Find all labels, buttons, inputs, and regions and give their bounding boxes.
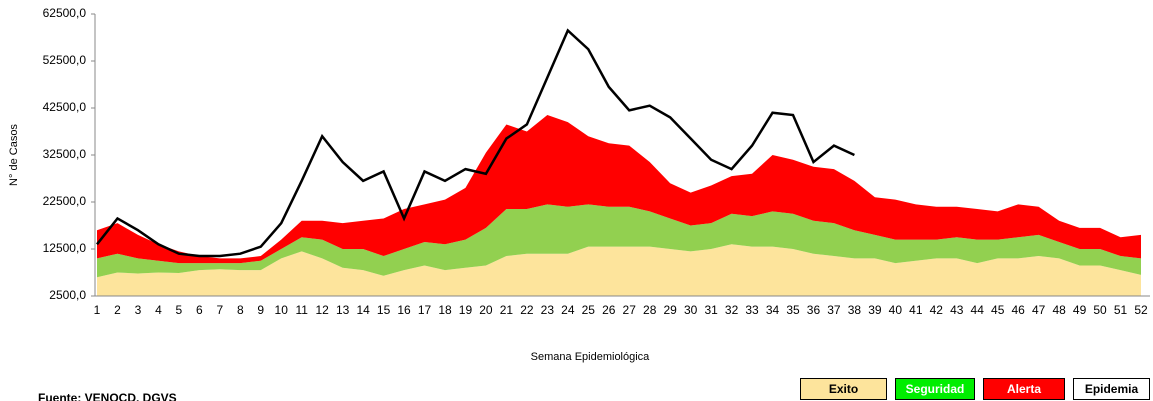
x-tick-label: 38	[848, 303, 862, 317]
x-tick-label: 49	[1073, 303, 1087, 317]
x-tick-label: 40	[889, 303, 903, 317]
y-tick-label: 2500,0	[49, 288, 86, 302]
legend-item: Seguridad	[895, 378, 975, 400]
legend-item: Alerta	[983, 378, 1065, 400]
x-tick-label: 21	[500, 303, 514, 317]
y-tick-label: 52500,0	[43, 53, 87, 67]
x-tick-label: 5	[176, 303, 183, 317]
x-tick-label: 33	[745, 303, 759, 317]
x-tick-label: 37	[827, 303, 841, 317]
x-tick-label: 24	[561, 303, 575, 317]
x-tick-label: 7	[216, 303, 223, 317]
y-tick-label: 22500,0	[43, 194, 87, 208]
x-tick-label: 17	[418, 303, 432, 317]
y-tick-label: 62500,0	[43, 6, 87, 20]
x-tick-label: 52	[1134, 303, 1148, 317]
y-tick-label: 42500,0	[43, 100, 87, 114]
x-tick-label: 28	[643, 303, 657, 317]
x-tick-label: 31	[704, 303, 718, 317]
x-tick-label: 16	[397, 303, 411, 317]
x-tick-label: 35	[786, 303, 800, 317]
x-tick-label: 48	[1052, 303, 1066, 317]
x-tick-label: 44	[971, 303, 985, 317]
x-tick-label: 6	[196, 303, 203, 317]
x-tick-label: 36	[807, 303, 821, 317]
x-tick-label: 41	[909, 303, 923, 317]
x-tick-label: 30	[684, 303, 698, 317]
x-tick-label: 3	[135, 303, 142, 317]
x-tick-label: 10	[275, 303, 289, 317]
legend-item: Exito	[800, 378, 887, 400]
x-tick-label: 51	[1114, 303, 1128, 317]
x-tick-label: 26	[602, 303, 616, 317]
area-alerta	[97, 115, 1141, 264]
x-tick-label: 27	[623, 303, 637, 317]
x-tick-label: 50	[1093, 303, 1107, 317]
x-tick-label: 46	[1011, 303, 1025, 317]
x-tick-label: 8	[237, 303, 244, 317]
y-tick-label: 12500,0	[43, 241, 87, 255]
x-tick-label: 2	[114, 303, 121, 317]
x-tick-label: 20	[479, 303, 493, 317]
x-tick-label: 15	[377, 303, 391, 317]
x-tick-label: 23	[541, 303, 555, 317]
x-tick-label: 12	[315, 303, 329, 317]
x-tick-label: 29	[663, 303, 677, 317]
x-tick-label: 34	[766, 303, 780, 317]
y-tick-label: 32500,0	[43, 147, 87, 161]
x-tick-label: 14	[356, 303, 370, 317]
x-tick-label: 42	[930, 303, 944, 317]
x-tick-label: 18	[438, 303, 452, 317]
x-tick-label: 11	[295, 303, 308, 317]
x-tick-label: 25	[582, 303, 596, 317]
x-tick-label: 22	[520, 303, 534, 317]
x-tick-label: 39	[868, 303, 882, 317]
area-exito	[97, 244, 1141, 296]
x-tick-label: 47	[1032, 303, 1046, 317]
source: Fuente: VENOCD, DGVS	[38, 391, 177, 401]
x-tick-label: 13	[336, 303, 350, 317]
x-tick-label: 4	[155, 303, 162, 317]
area-seguridad	[97, 204, 1141, 278]
legend-item: Epidemia	[1073, 378, 1150, 400]
y-axis-label: N° de Casos	[8, 124, 20, 186]
x-tick-label: 9	[257, 303, 264, 317]
x-tick-label: 45	[991, 303, 1005, 317]
x-tick-label: 1	[94, 303, 101, 317]
x-tick-label: 43	[950, 303, 964, 317]
x-tick-label: 19	[459, 303, 473, 317]
cases-line	[96, 28, 855, 258]
x-tick-label: 32	[725, 303, 739, 317]
x-axis-label: Semana Epidemiológica	[531, 351, 651, 363]
